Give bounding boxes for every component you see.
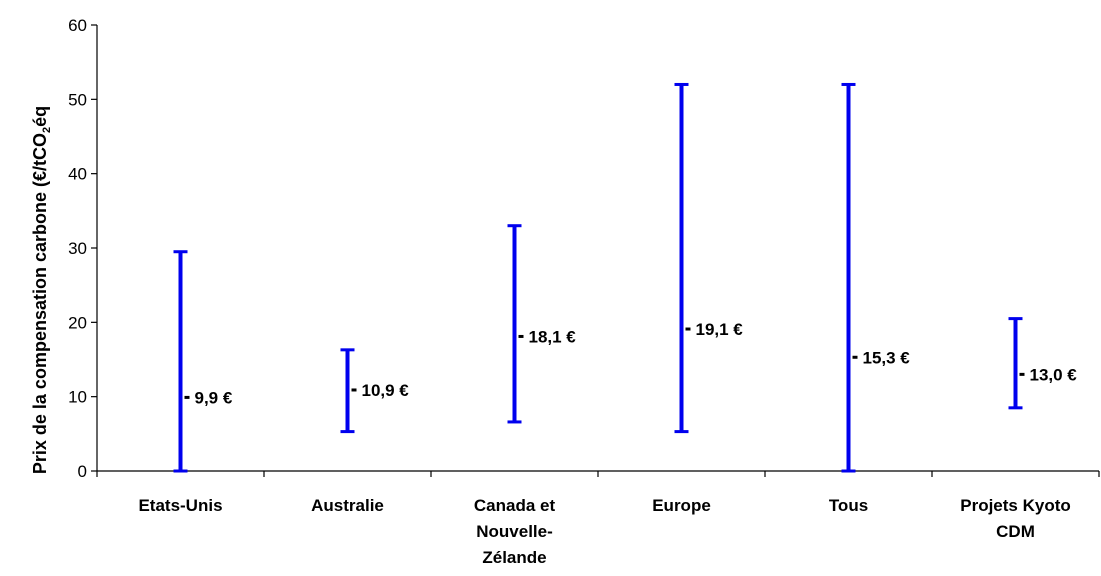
y-ticks: 0 10 20 30 40 50 60: [68, 16, 97, 481]
y-tick-label: 30: [68, 239, 87, 258]
category-label: Australie: [311, 496, 384, 515]
range-bar: 18,1 €: [507, 224, 577, 424]
range-bars: 9,9 € 10,9 € 18,1 € 19,1 € 15,3 € 13,0 €: [173, 82, 1078, 473]
y-tick-label: 50: [68, 90, 87, 109]
x-ticks: [96, 471, 1100, 477]
range-bar: 9,9 €: [173, 250, 233, 473]
mean-value-label: 15,3 €: [863, 348, 911, 367]
mean-value-label: 18,1 €: [529, 327, 577, 346]
category-label: Europe: [652, 496, 711, 515]
y-tick-label: 20: [68, 313, 87, 332]
range-bar: 15,3 €: [841, 82, 911, 473]
category-label: Canada et Nouvelle-Zélande: [474, 496, 556, 567]
y-tick-label: 40: [68, 165, 87, 184]
category-label: Tous: [829, 496, 868, 515]
mean-value-label: 10,9 €: [362, 381, 410, 400]
mean-value-label: 9,9 €: [195, 388, 233, 407]
range-bar: 19,1 €: [674, 82, 744, 434]
y-axis-label-subscript: 2: [41, 127, 53, 133]
y-axis-label-suffix: éq: [30, 106, 50, 127]
range-bar: 13,0 €: [1008, 317, 1078, 410]
category-label: Projets Kyoto CDM: [960, 496, 1071, 541]
mean-value-label: 19,1 €: [696, 320, 744, 339]
mean-value-label: 13,0 €: [1030, 365, 1078, 384]
y-tick-label: 0: [78, 462, 87, 481]
category-labels: Etats-Unis Australie Canada et Nouvelle-Zél…: [138, 496, 1070, 567]
y-axis-label: Prix de la compensation carbone (€/tCO2é…: [30, 106, 53, 474]
range-bar: 10,9 €: [340, 348, 410, 434]
svg-text:Prix de la compensation carbon: Prix de la compensation carbone (€/tCO2é…: [30, 106, 53, 474]
category-label: Etats-Unis: [138, 496, 222, 515]
y-tick-label: 60: [68, 16, 87, 35]
y-axis-label-text: Prix de la compensation carbone (€/tCO: [30, 133, 50, 474]
y-tick-label: 10: [68, 388, 87, 407]
